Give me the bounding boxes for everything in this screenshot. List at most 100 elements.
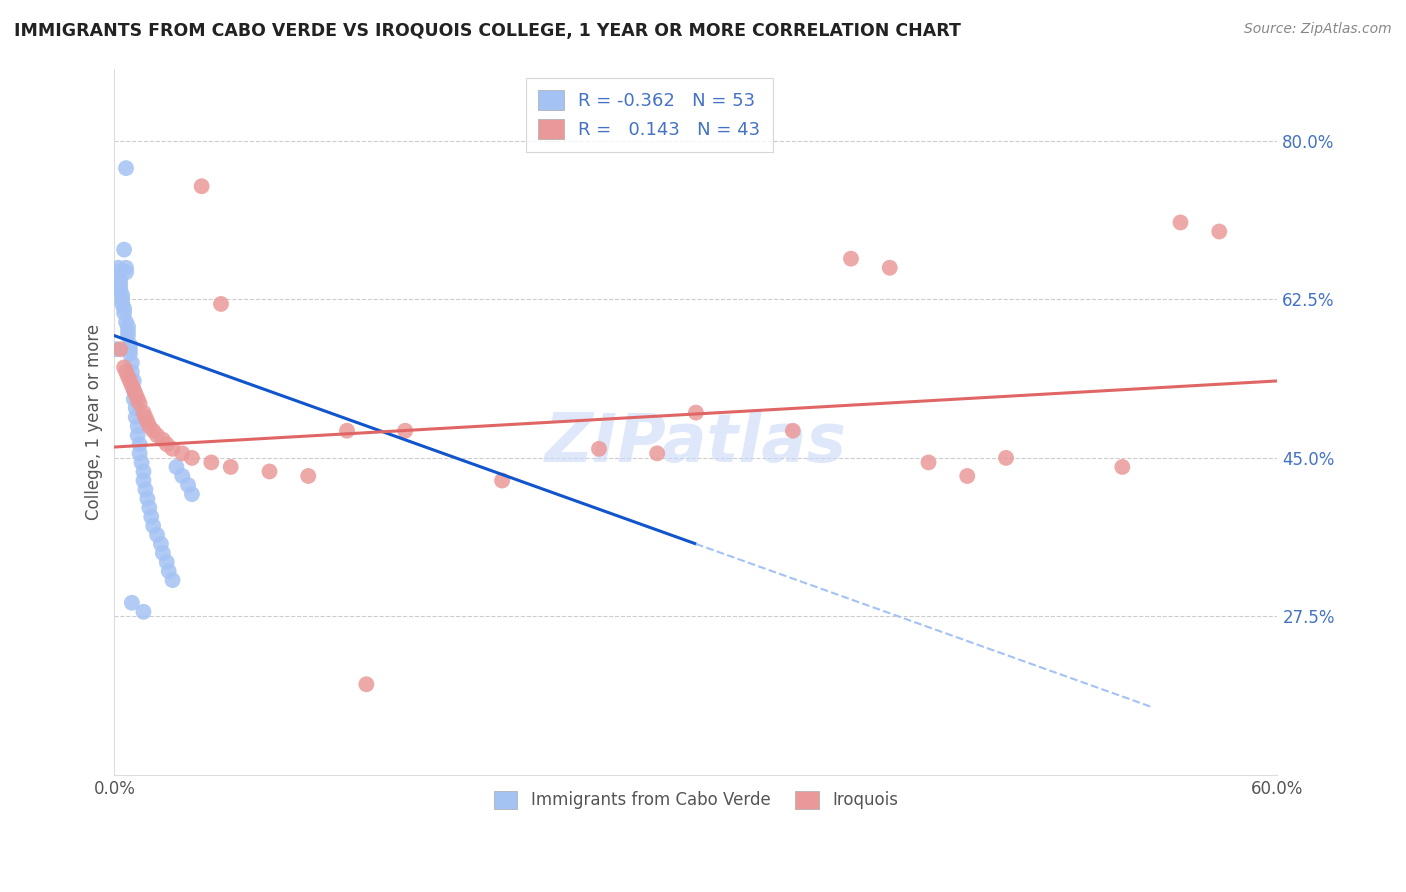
- Point: [917, 455, 939, 469]
- Point: [122, 383, 145, 397]
- Point: [956, 469, 979, 483]
- Point: [157, 564, 180, 578]
- Point: [141, 509, 163, 524]
- Point: [112, 301, 135, 316]
- Point: [125, 401, 148, 415]
- Point: [588, 442, 610, 456]
- Point: [127, 392, 149, 406]
- Point: [177, 478, 200, 492]
- Point: [117, 319, 139, 334]
- Legend: Immigrants from Cabo Verde, Iroquois: Immigrants from Cabo Verde, Iroquois: [488, 784, 904, 816]
- Point: [839, 252, 862, 266]
- Point: [134, 410, 156, 425]
- Point: [1170, 215, 1192, 229]
- Point: [142, 424, 165, 438]
- Point: [138, 419, 160, 434]
- Point: [131, 455, 153, 469]
- Point: [115, 265, 138, 279]
- Point: [128, 446, 150, 460]
- Point: [110, 278, 132, 293]
- Point: [110, 284, 132, 298]
- Point: [132, 406, 155, 420]
- Point: [645, 446, 668, 460]
- Point: [146, 528, 169, 542]
- Point: [200, 455, 222, 469]
- Point: [146, 428, 169, 442]
- Point: [118, 374, 141, 388]
- Point: [125, 410, 148, 425]
- Point: [107, 265, 129, 279]
- Point: [112, 306, 135, 320]
- Text: Source: ZipAtlas.com: Source: ZipAtlas.com: [1244, 22, 1392, 37]
- Point: [336, 424, 359, 438]
- Point: [136, 491, 159, 506]
- Point: [132, 474, 155, 488]
- Y-axis label: College, 1 year or more: College, 1 year or more: [86, 324, 103, 520]
- Point: [115, 161, 138, 175]
- Point: [128, 396, 150, 410]
- Point: [156, 555, 179, 569]
- Point: [111, 297, 134, 311]
- Point: [152, 433, 174, 447]
- Point: [259, 465, 281, 479]
- Point: [115, 315, 138, 329]
- Point: [132, 465, 155, 479]
- Point: [122, 383, 145, 397]
- Point: [165, 459, 187, 474]
- Point: [685, 406, 707, 420]
- Point: [142, 518, 165, 533]
- Point: [105, 343, 128, 357]
- Point: [879, 260, 901, 275]
- Point: [782, 424, 804, 438]
- Point: [110, 274, 132, 288]
- Point: [134, 483, 156, 497]
- Point: [152, 546, 174, 560]
- Point: [121, 378, 143, 392]
- Point: [172, 469, 194, 483]
- Point: [117, 328, 139, 343]
- Point: [118, 337, 141, 351]
- Point: [121, 356, 143, 370]
- Point: [356, 677, 378, 691]
- Point: [172, 446, 194, 460]
- Point: [297, 469, 319, 483]
- Point: [117, 324, 139, 338]
- Point: [995, 450, 1018, 465]
- Point: [156, 437, 179, 451]
- Point: [136, 415, 159, 429]
- Point: [118, 343, 141, 357]
- Point: [111, 288, 134, 302]
- Point: [121, 596, 143, 610]
- Point: [127, 419, 149, 434]
- Point: [107, 260, 129, 275]
- Point: [115, 365, 138, 379]
- Point: [121, 365, 143, 379]
- Point: [112, 360, 135, 375]
- Text: IMMIGRANTS FROM CABO VERDE VS IROQUOIS COLLEGE, 1 YEAR OR MORE CORRELATION CHART: IMMIGRANTS FROM CABO VERDE VS IROQUOIS C…: [14, 22, 960, 40]
- Point: [181, 487, 204, 501]
- Point: [117, 369, 139, 384]
- Point: [127, 428, 149, 442]
- Point: [162, 442, 184, 456]
- Point: [1111, 459, 1133, 474]
- Point: [115, 260, 138, 275]
- Point: [394, 424, 416, 438]
- Point: [162, 573, 184, 587]
- Point: [149, 537, 172, 551]
- Point: [219, 459, 242, 474]
- Point: [125, 387, 148, 401]
- Point: [122, 374, 145, 388]
- Point: [122, 392, 145, 406]
- Point: [209, 297, 232, 311]
- Point: [138, 500, 160, 515]
- Point: [118, 347, 141, 361]
- Point: [110, 343, 132, 357]
- Point: [112, 243, 135, 257]
- Point: [190, 179, 212, 194]
- Point: [181, 450, 204, 465]
- Point: [132, 605, 155, 619]
- Point: [1208, 225, 1230, 239]
- Point: [491, 474, 513, 488]
- Text: ZIPatlas: ZIPatlas: [546, 409, 846, 475]
- Point: [128, 437, 150, 451]
